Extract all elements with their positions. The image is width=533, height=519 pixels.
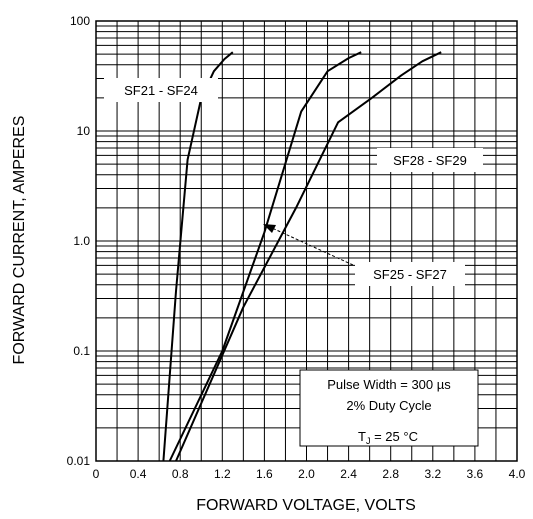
x-tick-label: 0: [93, 467, 100, 481]
pulse-width-note: Pulse Width = 300 µs: [327, 377, 451, 392]
x-axis-title: FORWARD VOLTAGE, VOLTS: [196, 497, 416, 514]
y-tick-labels: 0.01 0.1 1.0 10 100: [67, 14, 91, 468]
series-line-2: [168, 51, 362, 462]
series-line-3: [175, 51, 442, 462]
y-axis-title: FORWARD CURRENT, AMPERES: [11, 116, 28, 365]
x-tick-label: 2.4: [340, 467, 357, 481]
y-tick-label: 0.1: [73, 344, 90, 358]
x-tick-label: 0.8: [172, 467, 189, 481]
x-tick-label: 1.6: [256, 467, 273, 481]
x-tick-labels: 0 0.4 0.8 1.2 1.6 2.0 2.4 2.8 3.2 3.6 4.0: [93, 467, 526, 481]
y-tick-label: 10: [77, 124, 91, 138]
label-box-sf25: [355, 262, 465, 286]
x-tick-label: 0.4: [130, 467, 147, 481]
x-tick-label: 1.2: [214, 467, 231, 481]
y-tick-label: 0.01: [67, 454, 91, 468]
temp-prefix: T: [358, 429, 366, 444]
x-tick-label: 2.8: [382, 467, 399, 481]
y-tick-label: 1.0: [73, 234, 90, 248]
x-tick-label: 3.2: [424, 467, 441, 481]
temp-value: = 25 °C: [370, 429, 417, 444]
label-box-sf21: [104, 78, 218, 102]
series-label-sf21: SF21 - SF24: [124, 83, 198, 98]
junction-temp-note: TJ = 25 °C: [358, 429, 418, 446]
x-tick-label: 4.0: [509, 467, 526, 481]
series-label-sf28: SF28 - SF29: [393, 153, 467, 168]
y-tick-label: 100: [70, 14, 90, 28]
series-label-sf25: SF25 - SF27: [373, 267, 447, 282]
x-tick-label: 2.0: [298, 467, 315, 481]
x-tick-label: 3.6: [467, 467, 484, 481]
pointer-arrow-head: [263, 224, 276, 233]
duty-cycle-note: 2% Duty Cycle: [346, 398, 431, 413]
temp-subscript: J: [366, 436, 371, 446]
label-box-sf28: [377, 148, 483, 172]
test-conditions-box: [299, 369, 479, 447]
plot-border: [95, 20, 518, 462]
